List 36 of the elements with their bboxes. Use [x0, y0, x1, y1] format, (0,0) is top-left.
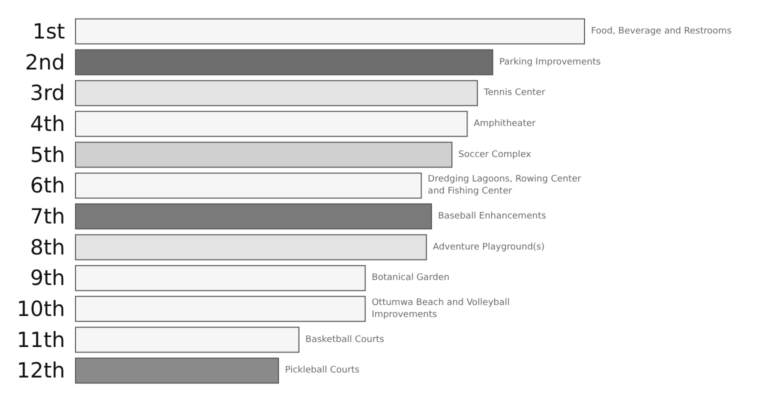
bar	[75, 80, 478, 106]
annotation: Tennis Center	[482, 88, 546, 98]
y-tick-label: 3rd	[30, 81, 65, 106]
bar	[75, 358, 279, 384]
annotation: Soccer Complex	[458, 150, 532, 160]
bar	[75, 110, 468, 137]
bar	[75, 326, 300, 353]
y-tick-label: 8th	[30, 235, 65, 260]
bar	[75, 18, 585, 44]
y-tick-label: 9th	[30, 266, 65, 290]
annotation: Ottumwa Beach and Volleyball Improvements	[372, 298, 513, 320]
y-tick-label: 5th	[30, 142, 65, 167]
annotation: Dredging Lagoons, Rowing Center and Fishing Center	[428, 174, 584, 197]
bar	[75, 49, 494, 76]
annotation: Pickleball Courts	[285, 366, 360, 376]
annotation: Baseball Enhancements	[438, 211, 546, 222]
bar	[75, 296, 366, 322]
y-tick-label: 1st	[32, 19, 65, 44]
annotation: Amphitheater	[474, 118, 536, 129]
y-tick-label: 7th	[30, 204, 65, 228]
bar	[75, 142, 452, 168]
y-tick-label: 4th	[30, 112, 65, 136]
annotation: Parking Improvements	[499, 57, 601, 68]
y-tick-label: 12th	[16, 358, 65, 383]
annotation: Botanical Garden	[372, 273, 450, 284]
y-tick-label: 2nd	[24, 50, 65, 74]
bar	[75, 234, 427, 260]
annotation: Food, Beverage and Restrooms	[591, 26, 732, 36]
bar	[75, 172, 422, 199]
annotation: Basketball Courts	[305, 334, 385, 345]
y-tick-label: 10th	[16, 296, 65, 321]
bar	[75, 265, 366, 292]
bar	[75, 203, 432, 230]
y-tick-label: 11th	[16, 328, 65, 352]
annotation: Adventure Playground(s)	[432, 242, 545, 252]
y-tick-label: 6th	[30, 174, 65, 198]
